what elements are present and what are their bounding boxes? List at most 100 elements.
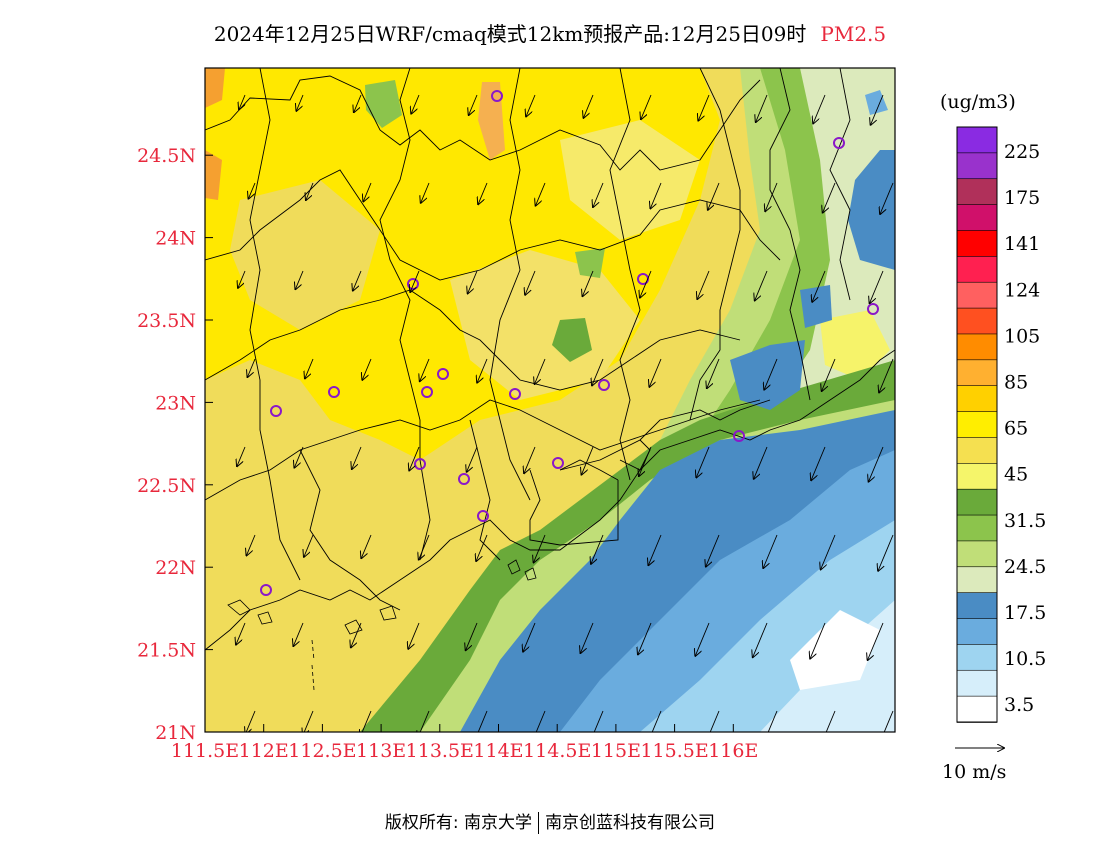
legend-swatch xyxy=(956,463,998,490)
y-axis: 21N 21.5N 22N 22.5N 23N 23.5N 24N 24.5N xyxy=(137,145,213,744)
legend-label: 65 xyxy=(1004,418,1028,440)
x-tick-label: 113.5E xyxy=(406,740,474,762)
x-tick-label: 113E xyxy=(356,740,406,762)
legend-swatch xyxy=(956,178,998,206)
wind-arrow xyxy=(249,182,256,199)
wind-arrow xyxy=(709,710,720,732)
wind-arrow xyxy=(238,270,246,288)
wind-arrow xyxy=(525,270,536,295)
legend-label: 45 xyxy=(1004,464,1028,486)
footer: 版权所有: 南京大学 南京创蓝科技有限公司 xyxy=(0,808,1100,834)
footer-right: 南京创蓝科技有限公司 xyxy=(545,813,716,833)
wind-arrow xyxy=(870,270,884,303)
wind-arrow xyxy=(296,94,304,111)
wind-arrow xyxy=(236,622,246,645)
wind-arrow xyxy=(420,358,430,381)
wind-arrow xyxy=(362,358,372,380)
legend-unit: (ug/m3) xyxy=(940,91,1016,113)
legend-swatch xyxy=(956,514,998,542)
wind-arrow xyxy=(753,622,768,657)
station-marker xyxy=(491,90,503,102)
x-tick-label: 111.5E xyxy=(171,740,239,762)
wind-arrow xyxy=(246,710,256,732)
legend-label: 124 xyxy=(1004,279,1040,301)
wind-arrow xyxy=(354,94,362,112)
x-axis: 111.5E 112E 112.5E 113E 113.5E 114E 114.5E 115E… xyxy=(171,724,758,762)
legend-label: 141 xyxy=(1004,233,1040,255)
legend-label: 3.5 xyxy=(1004,694,1034,716)
wind-arrow xyxy=(755,270,768,300)
legend-colorbar xyxy=(956,126,998,723)
title-variable: PM2.5 xyxy=(820,22,887,46)
legend-label: 175 xyxy=(1004,187,1040,209)
wind-arrow xyxy=(869,446,884,482)
wind-arrow xyxy=(363,182,372,201)
legend-swatch xyxy=(956,204,998,232)
wind-arrow xyxy=(534,534,546,562)
wind-arrow xyxy=(361,534,372,558)
y-tick-label: 24.5N xyxy=(137,145,196,167)
wind-arrow xyxy=(476,534,488,561)
wind-arrow xyxy=(306,182,314,200)
wind-arrow xyxy=(305,358,314,378)
legend-swatch xyxy=(956,592,998,620)
legend-swatch xyxy=(956,411,998,439)
wind-arrow xyxy=(582,446,594,475)
wind-arrow xyxy=(469,94,478,115)
legend-label: 10.5 xyxy=(1004,648,1046,670)
station-marker xyxy=(270,405,282,417)
legend-swatch xyxy=(956,644,998,672)
title-main: 2024年12月25日WRF/cmaq模式12km预报产品:12月25日09时 xyxy=(213,22,807,46)
wind-arrow xyxy=(767,710,778,732)
wind-arrow xyxy=(813,94,826,123)
wind-arrow xyxy=(648,534,662,565)
legend-swatch xyxy=(956,437,998,465)
wind-scale-label: 10 m/s xyxy=(942,761,1006,783)
station-marker xyxy=(477,510,489,522)
x-tick-label: 112E xyxy=(239,740,289,762)
wind-arrow xyxy=(651,710,662,732)
station-marker xyxy=(458,473,470,485)
wind-arrow xyxy=(583,270,594,296)
wind-arrow xyxy=(353,270,362,291)
y-tick-label: 23.5N xyxy=(137,310,196,332)
wind-arrow xyxy=(409,446,420,470)
legend-labels: 225 175 141 124 105 85 65 45 31.5 24.5 17.5 10.5 3.5 xyxy=(1004,141,1046,716)
legend-swatch xyxy=(956,281,998,309)
wind-arrow xyxy=(756,94,768,122)
legend-label: 17.5 xyxy=(1004,602,1046,624)
legend-swatch xyxy=(956,307,998,335)
wind-arrow xyxy=(812,270,826,302)
wind-arrow xyxy=(418,710,430,732)
station-markers xyxy=(260,90,879,596)
wind-arrow xyxy=(475,710,488,732)
wind-arrow xyxy=(304,534,314,557)
wind-arrow xyxy=(360,710,372,732)
wind-arrow xyxy=(810,622,826,659)
legend-label: 31.5 xyxy=(1004,510,1046,532)
wind-arrow xyxy=(593,182,604,207)
wind-arrow xyxy=(421,182,430,203)
legend-swatch xyxy=(956,152,998,180)
x-tick-label: 115.5E xyxy=(640,740,708,762)
legend-swatch xyxy=(956,566,998,594)
wind-arrow xyxy=(303,710,314,732)
y-tick-label: 21N xyxy=(155,722,196,744)
wind-arrow xyxy=(823,182,836,213)
legend-label: 105 xyxy=(1004,325,1040,347)
legend-swatch xyxy=(956,540,998,568)
wind-arrow xyxy=(708,182,720,210)
wind-arrow xyxy=(706,534,720,567)
legend-swatch xyxy=(956,126,998,154)
wind-arrow xyxy=(593,710,604,732)
legend-swatch xyxy=(956,333,998,361)
wind-arrow xyxy=(468,270,478,293)
station-marker xyxy=(421,386,433,398)
legend-label: 85 xyxy=(1004,372,1028,394)
wind-arrow xyxy=(352,446,362,469)
wind-arrow xyxy=(524,446,536,473)
wind-arrow xyxy=(584,94,594,118)
wind-arrow xyxy=(526,94,536,116)
wind-arrow xyxy=(650,182,662,208)
